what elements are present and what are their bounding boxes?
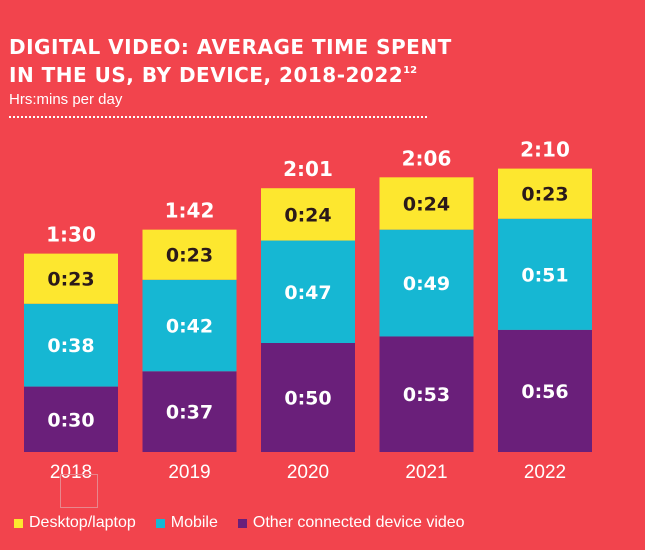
segment-label-2020-0: 0:50 (284, 388, 331, 410)
segment-label-2020-1: 0:47 (284, 282, 331, 304)
legend-item-desktop-laptop: Desktop/laptop (14, 514, 136, 532)
bar-segment-mobile-2021 (379, 229, 474, 337)
segment-label-2020-2: 0:24 (284, 204, 331, 226)
legend-swatch-mobile (155, 518, 165, 528)
bar-segment-other-connected-device-video-2020 (261, 343, 355, 452)
segment-label-2019-2: 0:23 (166, 245, 213, 267)
total-label-2022: 2:10 (520, 138, 570, 162)
total-label-2020: 2:01 (283, 157, 333, 181)
bar-segment-other-connected-device-video-2022 (498, 329, 592, 452)
bar-segment-desktop-laptop-2021 (379, 177, 474, 230)
dotted-divider (9, 116, 427, 118)
segment-label-2018-2: 0:23 (47, 269, 94, 291)
bar-segment-mobile-2022 (498, 218, 592, 330)
total-label-2021: 2:06 (402, 146, 452, 170)
legend-swatch-other-connected-device-video (237, 518, 247, 528)
chart-title-line-2-text: IN THE US, BY DEVICE, 2018-2022 (9, 63, 404, 87)
bar-segment-other-connected-device-video-2019 (142, 371, 237, 452)
legend-label-mobile: Mobile (170, 514, 218, 531)
legend-label-other-connected-device-video: Other connected device video (252, 514, 465, 531)
legend-item-mobile: Mobile (155, 514, 218, 532)
segment-label-2022-2: 0:23 (521, 184, 568, 206)
segment-label-2018-0: 0:30 (47, 409, 94, 431)
segment-label-2022-0: 0:56 (521, 381, 568, 403)
legend-label-desktop-laptop: Desktop/laptop (29, 514, 136, 531)
segment-label-2018-1: 0:38 (47, 335, 94, 357)
chart-title: DIGITAL VIDEO: AVERAGE TIME SPENT IN THE… (9, 36, 452, 87)
segment-label-2019-1: 0:42 (166, 316, 213, 338)
total-label-2019: 1:42 (165, 199, 215, 223)
segment-label-2019-0: 0:37 (166, 402, 213, 424)
bar-segment-mobile-2019 (142, 279, 237, 372)
chart-legend: Desktop/laptop Mobile Other connected devi… (14, 514, 485, 532)
legend-item-other-connected-device-video: Other connected device video (237, 514, 465, 532)
stacked-bar-chart: 0:300:380:231:3020180:370:420:231:422019… (24, 138, 592, 483)
title-footnote: 12 (403, 65, 418, 76)
chart-title-line-1: DIGITAL VIDEO: AVERAGE TIME SPENT (9, 35, 452, 59)
bar-segment-mobile-2018 (24, 303, 118, 387)
segment-label-2022-1: 0:51 (521, 264, 568, 286)
bar-segment-desktop-laptop-2018 (24, 253, 118, 304)
segment-label-2021-0: 0:53 (403, 384, 450, 406)
bar-segment-desktop-laptop-2020 (261, 188, 355, 241)
segment-label-2021-1: 0:49 (403, 273, 450, 295)
bar-segment-other-connected-device-video-2018 (24, 386, 118, 452)
bar-segment-mobile-2020 (261, 240, 355, 343)
x-tick-2020: 2020 (287, 462, 329, 483)
legend-swatch-desktop-laptop (14, 518, 23, 528)
total-label-2018: 1:30 (46, 223, 96, 247)
segment-label-2021-2: 0:24 (403, 193, 450, 215)
placeholder-box (60, 474, 98, 508)
x-tick-2022: 2022 (524, 462, 566, 483)
bar-segment-desktop-laptop-2019 (142, 229, 237, 280)
x-tick-2019: 2019 (168, 462, 210, 483)
x-tick-2021: 2021 (405, 462, 447, 483)
chart-subtitle: Hrs:mins per day (9, 91, 123, 108)
chart-title-line-2: IN THE US, BY DEVICE, 2018-202212 (9, 59, 452, 87)
bar-segment-desktop-laptop-2022 (498, 168, 592, 219)
bar-segment-other-connected-device-video-2021 (379, 336, 474, 452)
